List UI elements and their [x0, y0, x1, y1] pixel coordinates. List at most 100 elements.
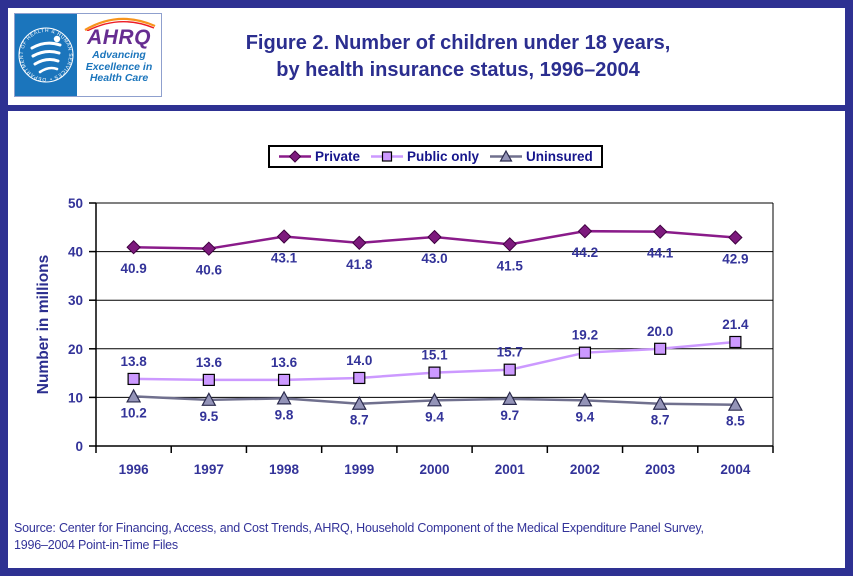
data-label-public-only: 13.6: [271, 355, 298, 370]
data-label-uninsured: 9.8: [275, 407, 294, 422]
legend-label-private: Private: [315, 149, 361, 164]
source-line2: 1996–2004 Point-in-Time Files: [14, 538, 178, 552]
y-tick-label: 0: [75, 439, 83, 454]
ahrq-hhs-logo: DEPARTMENT OF HEALTH & HUMAN SERVICES • …: [14, 13, 162, 97]
source-line1: Source: Center for Financing, Access, an…: [14, 521, 704, 535]
x-tick-label: 2000: [419, 462, 449, 477]
data-label-uninsured: 9.7: [500, 408, 519, 423]
data-label-uninsured: 10.2: [120, 405, 146, 420]
data-label-public-only: 21.4: [722, 317, 749, 332]
data-label-private: 44.2: [572, 245, 598, 260]
tagline-line: Advancing: [92, 49, 146, 61]
ahrq-wordmark-panel: AHRQ Advancing Excellence in Health Care: [77, 14, 161, 96]
data-label-private: 40.9: [120, 261, 146, 276]
data-label-uninsured: 8.7: [651, 413, 670, 428]
marker-triangle-icon: [426, 392, 443, 407]
data-label-public-only: 13.8: [120, 354, 147, 369]
hhs-seal: DEPARTMENT OF HEALTH & HUMAN SERVICES • …: [15, 14, 77, 96]
data-label-private: 44.1: [647, 246, 674, 261]
x-tick-label: 1998: [269, 462, 300, 477]
marker-square-icon: [381, 151, 393, 162]
data-label-private: 41.5: [497, 258, 524, 273]
svg-text:DEPARTMENT OF HEALTH & HUMAN S: DEPARTMENT OF HEALTH & HUMAN SERVICES • …: [15, 14, 73, 82]
data-label-uninsured: 9.4: [425, 409, 444, 424]
marker-diamond-icon: [652, 224, 668, 239]
data-label-public-only: 20.0: [647, 324, 673, 339]
x-tick-label: 1999: [344, 462, 374, 477]
ahrq-tagline: Advancing Excellence in Health Care: [77, 49, 161, 85]
marker-triangle-icon: [577, 392, 593, 407]
marker-diamond-icon: [728, 230, 743, 245]
marker-square-icon: [654, 342, 667, 355]
marker-diamond-icon: [126, 240, 141, 255]
data-label-public-only: 15.1: [421, 348, 448, 363]
y-axis-title: Number in millions: [35, 255, 52, 395]
marker-triangle-icon: [652, 395, 668, 410]
ahrq-wordmark: AHRQ: [87, 26, 151, 49]
data-label-private: 41.8: [346, 257, 373, 272]
marker-diamond-icon: [427, 229, 442, 245]
marker-square-icon: [503, 363, 516, 376]
marker-triangle-icon: [351, 395, 367, 410]
marker-square-icon: [202, 373, 215, 387]
figure-title: Figure 2. Number of children under 18 ye…: [158, 30, 758, 84]
marker-diamond-icon: [276, 229, 292, 244]
marker-triangle-icon: [126, 388, 142, 403]
legend-item-private: Private: [278, 149, 360, 164]
marker-triangle-icon: [502, 391, 518, 405]
legend-square-swatch-icon: [371, 151, 404, 162]
legend-label-public-only: Public only: [407, 149, 480, 164]
y-tick-label: 10: [68, 390, 83, 405]
marker-triangle-icon: [276, 390, 292, 405]
data-label-uninsured: 9.4: [576, 409, 595, 424]
tagline-line: Health Care: [89, 72, 149, 84]
data-label-private: 43.1: [271, 251, 298, 266]
data-label-public-only: 19.2: [572, 328, 598, 343]
source-note: Source: Center for Financing, Access, an…: [14, 520, 826, 554]
marker-square-icon: [353, 371, 366, 385]
figure-title-line2: by health insurance status, 1996–2004: [276, 59, 640, 81]
header-divider: [8, 105, 845, 111]
data-label-uninsured: 8.5: [726, 414, 745, 429]
data-label-uninsured: 9.5: [199, 409, 218, 424]
marker-square-icon: [277, 373, 291, 387]
marker-triangle-icon: [727, 396, 743, 411]
marker-diamond-icon: [288, 150, 302, 163]
marker-diamond-icon: [577, 223, 593, 239]
rainbow-arc-icon: [84, 17, 156, 31]
x-tick-label: 2004: [720, 462, 751, 477]
y-tick-label: 40: [68, 245, 83, 260]
x-tick-label: 1996: [119, 462, 150, 477]
legend-diamond-swatch-icon: [279, 150, 311, 163]
x-tick-label: 1997: [194, 462, 224, 477]
x-tick-label: 2001: [495, 462, 526, 477]
y-tick-label: 30: [68, 293, 83, 308]
marker-square-icon: [127, 372, 140, 386]
marker-triangle-icon: [201, 392, 217, 406]
chart-canvas: 0 10 20 30 40 50 1996 1997 1998 1999 2000 2001 2002 2…: [35, 196, 774, 477]
data-label-public-only: 13.6: [196, 355, 223, 370]
marker-square-icon: [578, 346, 592, 359]
legend-label-uninsured: Uninsured: [526, 149, 593, 164]
data-label-private: 40.6: [196, 263, 223, 278]
figure-title-line1: Figure 2. Number of children under 18 ye…: [245, 32, 671, 54]
marker-diamond-icon: [502, 237, 517, 252]
legend-item-public-only: Public only: [370, 149, 479, 164]
legend-triangle-swatch-icon: [490, 149, 523, 162]
y-tick-label: 20: [68, 342, 83, 357]
x-tick-label: 2003: [645, 462, 676, 477]
data-label-public-only: 14.0: [346, 353, 372, 368]
data-label-private: 42.9: [722, 252, 748, 267]
data-label-private: 43.0: [421, 251, 447, 266]
marker-diamond-icon: [352, 235, 367, 251]
legend-item-uninsured: Uninsured: [489, 149, 593, 164]
y-tick-label: 50: [68, 196, 83, 211]
x-tick-label: 2002: [570, 462, 600, 477]
hhs-eagle-icon: DEPARTMENT OF HEALTH & HUMAN SERVICES • …: [15, 14, 74, 83]
marker-diamond-icon: [201, 241, 217, 256]
tagline-line: Excellence in: [85, 60, 153, 73]
chart-legend: Private Public only Uninsured: [268, 145, 603, 168]
marker-square-icon: [428, 366, 441, 379]
data-label-uninsured: 8.7: [350, 413, 369, 428]
